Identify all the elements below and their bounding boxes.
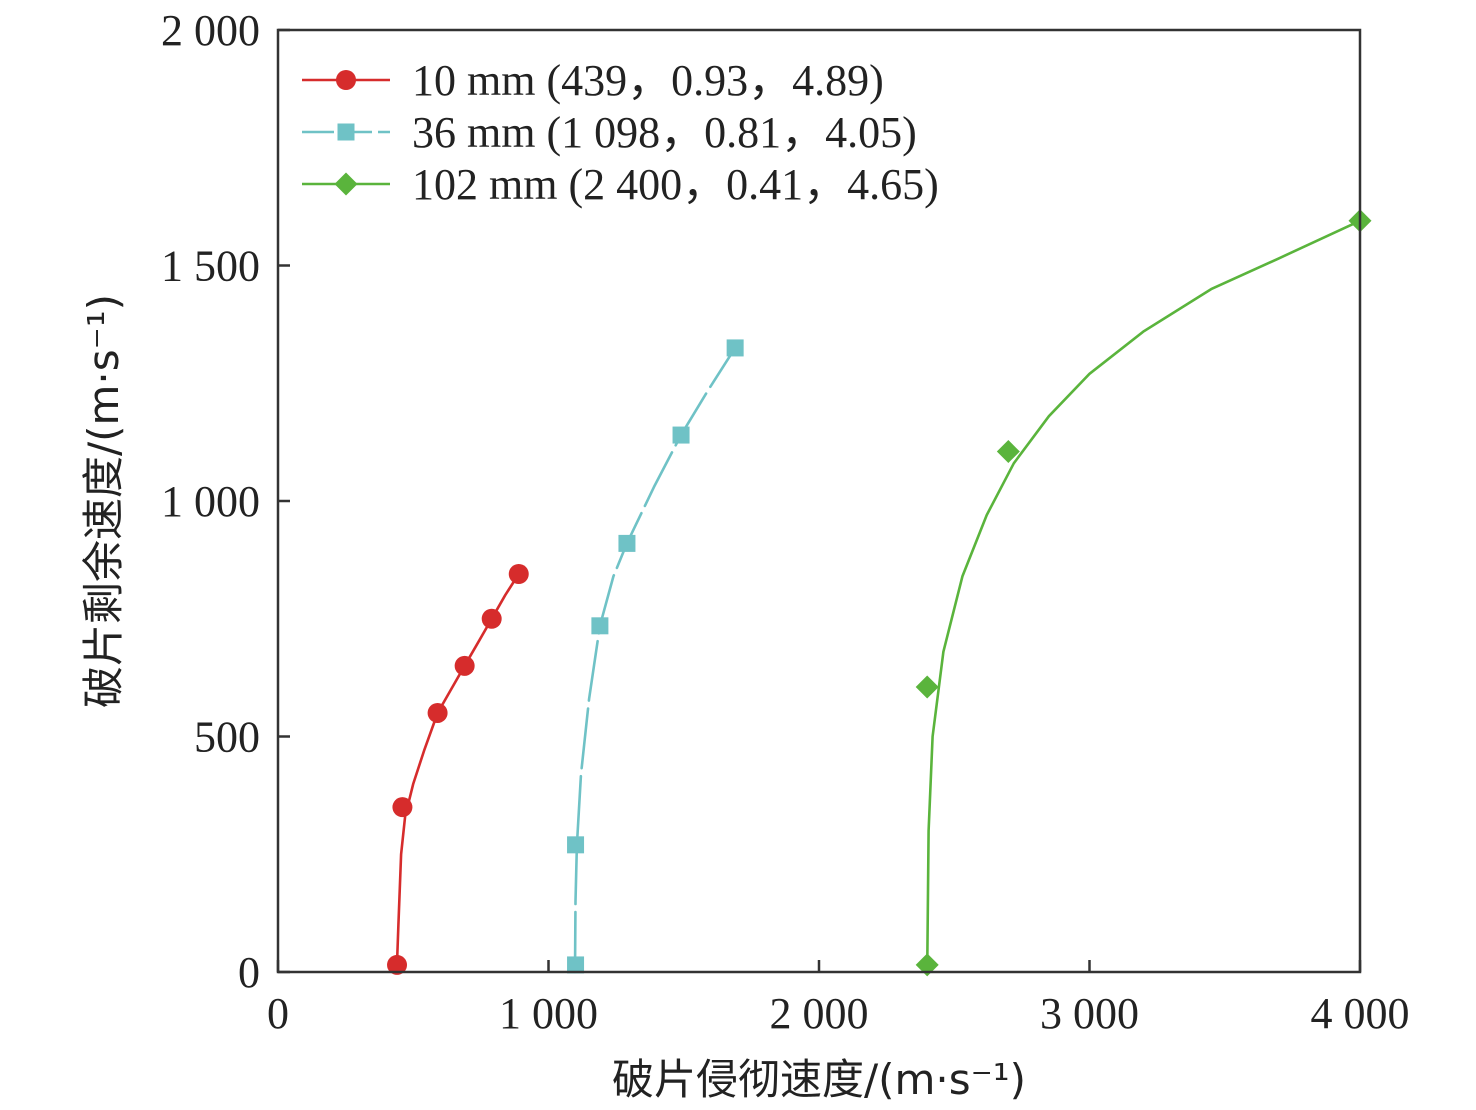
data-point-circle bbox=[454, 655, 475, 676]
y-tick-label: 500 bbox=[194, 713, 260, 762]
x-axis-title: 破片侵彻速度/(m·s⁻¹) bbox=[612, 1055, 1026, 1104]
data-point-diamond bbox=[334, 172, 358, 196]
x-tick-label: 2 000 bbox=[770, 989, 869, 1038]
data-point-diamond bbox=[915, 953, 939, 977]
y-axis: 0 500 1 000 1 500 2 000 bbox=[161, 6, 290, 997]
data-point-square bbox=[672, 426, 690, 444]
data-point-square bbox=[337, 123, 355, 141]
x-tick-label: 0 bbox=[267, 989, 289, 1038]
data-point-circle bbox=[427, 702, 448, 723]
series-markers bbox=[387, 209, 1372, 977]
data-point-circle bbox=[392, 797, 413, 818]
y-tick-label: 2 000 bbox=[161, 6, 260, 55]
x-tick-label: 1 000 bbox=[499, 989, 598, 1038]
y-tick-label: 0 bbox=[238, 948, 260, 997]
series-line bbox=[395, 572, 521, 974]
data-point-square bbox=[567, 956, 585, 974]
legend-label: 10 mm (439，0.93，4.89) bbox=[412, 56, 884, 105]
legend-label: 102 mm (2 400，0.41，4.65) bbox=[412, 160, 939, 209]
series-line bbox=[925, 219, 1362, 974]
data-point-diamond bbox=[915, 675, 939, 699]
data-point-square bbox=[567, 836, 585, 854]
data-point-circle bbox=[508, 564, 529, 585]
y-tick-label: 1 500 bbox=[161, 242, 260, 291]
x-axis: 0 1 000 2 000 3 000 4 000 bbox=[267, 960, 1410, 1038]
legend: 10 mm (439，0.93，4.89)36 mm (1 098，0.81，4… bbox=[302, 56, 939, 209]
legend-label: 36 mm (1 098，0.81，4.05) bbox=[412, 108, 917, 157]
series-lines bbox=[395, 219, 1362, 974]
data-point-square bbox=[618, 534, 636, 552]
data-point-circle bbox=[387, 954, 408, 975]
data-point-circle bbox=[336, 70, 356, 90]
x-tick-label: 3 000 bbox=[1040, 989, 1139, 1038]
data-point-square bbox=[591, 617, 609, 635]
y-tick-label: 1 000 bbox=[161, 477, 260, 526]
series-line bbox=[573, 346, 737, 974]
data-point-diamond bbox=[996, 440, 1020, 464]
data-point-square bbox=[726, 339, 744, 357]
x-tick-label: 4 000 bbox=[1311, 989, 1410, 1038]
data-point-circle bbox=[481, 608, 502, 629]
y-axis-title: 破片剩余速度/(m·s⁻¹) bbox=[79, 294, 128, 708]
